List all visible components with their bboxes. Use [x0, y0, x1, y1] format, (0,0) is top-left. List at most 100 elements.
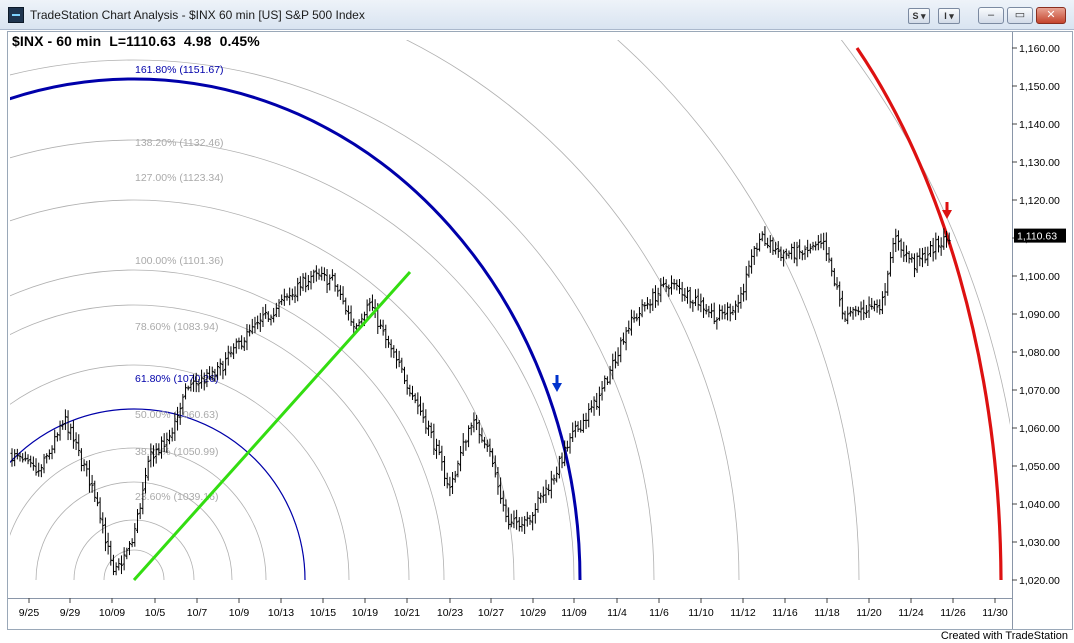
price-bar — [795, 241, 799, 267]
x-tick-label: 10/21 — [394, 607, 420, 619]
price-bar — [493, 455, 497, 478]
price-bar — [106, 532, 110, 555]
x-tick-label: 10/19 — [352, 607, 378, 619]
price-bar — [400, 357, 404, 373]
price-bar — [226, 345, 230, 366]
fib-arc-161-8 — [10, 77, 582, 581]
y-tick-label: 1,050.00 — [1019, 461, 1060, 473]
price-bar — [197, 378, 201, 393]
price-bar — [448, 476, 452, 497]
price-bar — [846, 306, 850, 325]
price-bar — [680, 281, 684, 302]
price-bar — [483, 436, 487, 449]
price-bar — [915, 252, 919, 273]
x-tick-label: 11/18 — [814, 607, 840, 619]
x-tick-label: 9/25 — [19, 607, 40, 619]
price-bar — [127, 541, 131, 556]
price-bar — [111, 554, 115, 576]
price-bar — [248, 324, 252, 337]
price-bar — [635, 313, 639, 322]
price-bar — [346, 305, 350, 321]
price-bar — [787, 250, 791, 259]
close-button[interactable]: ✕ — [1036, 7, 1066, 24]
price-bar — [453, 470, 457, 483]
price-bar — [427, 420, 431, 436]
price-bar — [87, 460, 91, 493]
price-bar — [322, 267, 326, 282]
price-bar — [306, 275, 310, 291]
price-bar — [878, 299, 882, 315]
price-bar — [763, 226, 767, 246]
price-bar — [643, 302, 647, 312]
price-bar — [947, 232, 951, 245]
y-tick-label: 1,090.00 — [1019, 309, 1060, 321]
symbol-link-button[interactable]: S ▾ — [908, 8, 930, 24]
price-bar — [328, 274, 332, 291]
price-bar — [883, 283, 887, 306]
price-bar — [894, 228, 898, 253]
fib-arc — [10, 59, 655, 581]
price-bar — [870, 297, 874, 310]
x-tick-label: 10/27 — [478, 607, 504, 619]
fib-arc-label: 127.00% (1123.34) — [135, 172, 224, 184]
price-bar — [827, 246, 831, 263]
price-bar — [165, 432, 169, 453]
price-bar — [186, 385, 190, 391]
price-bar — [806, 239, 810, 258]
price-bar — [557, 455, 561, 479]
price-bar — [888, 251, 892, 277]
price-bar — [413, 393, 417, 404]
price-bar — [629, 309, 633, 336]
price-bar — [945, 230, 948, 248]
price-bar — [394, 348, 398, 369]
price-bar — [936, 235, 940, 253]
price-bar — [563, 440, 567, 467]
price-bar — [723, 304, 727, 320]
fib-arc — [35, 481, 233, 581]
interval-link-button[interactable]: I ▾ — [938, 8, 960, 24]
fib-arc — [103, 549, 165, 581]
price-bar — [119, 555, 123, 575]
price-bar — [325, 269, 329, 294]
x-tick-label: 11/20 — [856, 607, 882, 619]
price-bar — [653, 285, 657, 308]
price-bar — [515, 509, 519, 530]
price-bar — [440, 445, 444, 471]
price-bar — [317, 268, 321, 280]
price-bar — [923, 246, 927, 264]
price-bar — [595, 392, 599, 410]
price-bar — [875, 299, 879, 313]
price-bar — [152, 445, 156, 467]
price-bar — [146, 455, 150, 481]
fib-arc-label: 23.60% (1039.16) — [135, 491, 218, 503]
price-bar — [405, 374, 409, 395]
price-bar — [720, 305, 724, 320]
price-bar — [779, 246, 783, 262]
last-price: L=1110.63 — [109, 33, 176, 49]
price-bar — [632, 310, 636, 323]
price-bar — [907, 250, 911, 264]
blue-down-arrow-head — [552, 383, 562, 392]
chart-panel[interactable] — [7, 31, 1073, 630]
fib-arc — [73, 519, 195, 581]
price-bar — [814, 241, 818, 251]
price-bar — [330, 269, 334, 281]
price-bar — [499, 477, 503, 504]
price-bar — [216, 362, 220, 380]
x-tick-label: 11/09 — [561, 607, 587, 619]
price-bar — [800, 250, 804, 261]
x-tick-label: 10/29 — [520, 607, 546, 619]
price-bar — [816, 235, 820, 251]
minimize-button[interactable]: – — [978, 7, 1004, 24]
price-bar — [162, 433, 166, 453]
price-bar — [144, 467, 147, 494]
price-bar — [408, 384, 412, 397]
price-bar — [832, 268, 836, 287]
x-tick-label: 10/9 — [229, 607, 250, 619]
green-trend-line — [132, 270, 412, 582]
restore-button[interactable]: ▭ — [1007, 7, 1033, 24]
price-bar — [240, 335, 244, 350]
x-tick-label: 11/12 — [730, 607, 756, 619]
price-bar — [600, 381, 604, 401]
